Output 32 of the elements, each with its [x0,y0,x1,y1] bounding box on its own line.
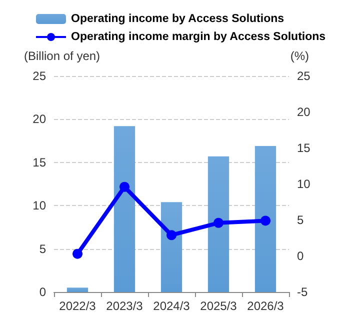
bar [66,288,88,292]
y2-axis-title: (%) [290,49,309,63]
bar [114,126,136,292]
y2-tick-label: 15 [297,141,311,155]
y-tick-label: 25 [32,69,46,83]
y-tick-label: 10 [32,198,46,213]
y2-tick-label: -5 [297,285,308,299]
point [260,216,270,226]
legend-label: Operating income margin by Access Solutions [71,31,326,43]
y-tick-label: 20 [32,112,46,126]
y-tick-label: 15 [32,155,46,170]
point [72,248,82,259]
y-tick-label: 0 [39,285,46,299]
x-tick-label: 2026/3 [247,299,284,313]
y2-tick-label: 0 [297,249,304,263]
point [120,182,130,192]
x-tick-label: 2022/3 [59,299,96,313]
y2-tick-label: 10 [297,177,311,191]
legend-label: Operating income by Access Solutions [71,13,284,25]
point [214,218,224,228]
x-tick-label: 2023/3 [106,299,144,313]
y-tick-label: 5 [39,242,46,256]
point [166,230,176,240]
y2-tick-label: 25 [297,69,311,83]
y-axis-title: (Billion of yen) [24,49,100,63]
bar [254,146,276,292]
bar [208,156,230,292]
y2-tick-label: 20 [297,105,311,119]
y2-tick-label: 5 [297,213,304,227]
bar [160,202,182,292]
x-tick-label: 2025/3 [200,299,238,313]
x-tick-label: 2024/3 [153,299,190,313]
